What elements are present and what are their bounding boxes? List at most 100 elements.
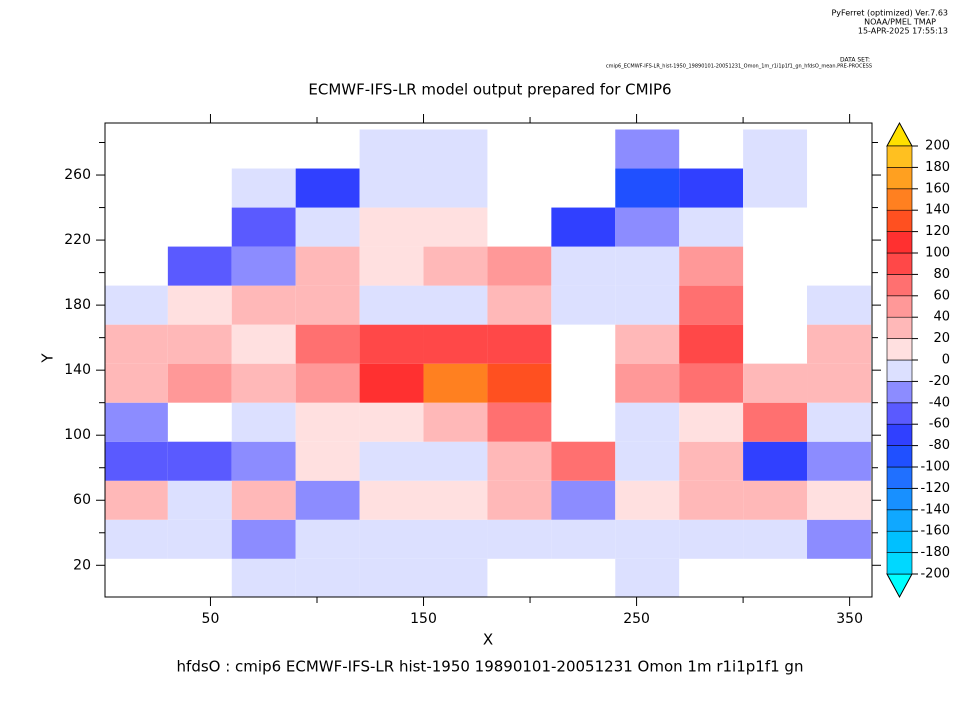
heat-cell — [423, 129, 488, 169]
heat-cell — [231, 168, 296, 208]
heat-cell — [679, 480, 744, 520]
colorbar-label: -140 — [920, 502, 950, 517]
heat-cell — [167, 324, 232, 364]
heat-cell — [807, 285, 871, 325]
heat-cell — [359, 363, 424, 403]
chart-title: ECMWF-IFS-LR model output prepared for C… — [308, 81, 671, 99]
heat-cell — [679, 207, 744, 247]
heat-cell — [615, 207, 680, 247]
colorbar-box — [886, 445, 913, 468]
heat-cell — [359, 441, 424, 481]
colorbar-box — [886, 552, 913, 575]
colorbar-label: 200 — [925, 139, 950, 154]
heat-cell — [359, 129, 424, 169]
heat-cell — [679, 168, 744, 208]
colorbar-triangle — [886, 573, 913, 599]
heat-cell — [295, 519, 360, 559]
colorbar-box — [886, 167, 913, 190]
heat-cell — [359, 519, 424, 559]
colorbar-label: -180 — [920, 545, 950, 560]
heat-cell — [487, 441, 552, 481]
heat-cell — [105, 402, 168, 442]
heat-cell — [551, 285, 616, 325]
heat-cell — [807, 324, 871, 364]
colorbar-label: -100 — [920, 460, 950, 475]
colorbar-box — [886, 295, 913, 318]
colorbar-box — [886, 338, 913, 361]
heat-cell — [743, 363, 808, 403]
heat-cell — [679, 285, 744, 325]
heat-cell — [615, 246, 680, 286]
heat-cell — [231, 324, 296, 364]
heat-cell — [423, 519, 488, 559]
heat-cell — [295, 480, 360, 520]
heat-cell — [487, 363, 552, 403]
heat-cell — [679, 402, 744, 442]
heat-cell — [231, 246, 296, 286]
heat-cell — [423, 207, 488, 247]
heat-cell — [295, 558, 360, 597]
colorbar-label: 160 — [925, 181, 950, 196]
heat-cell — [487, 519, 552, 559]
heat-cell — [615, 441, 680, 481]
heat-cell — [615, 480, 680, 520]
heat-cell — [167, 246, 232, 286]
heat-cell — [615, 129, 680, 169]
heat-cell — [743, 480, 808, 520]
colorbar-triangle — [886, 121, 913, 147]
colorbar-label: -120 — [920, 481, 950, 496]
timestamp: 15-APR-2025 17:55:13 — [858, 27, 948, 36]
colorbar-label: 140 — [925, 203, 950, 218]
x-axis-label: X — [483, 631, 493, 649]
y-tick-label: 180 — [64, 297, 91, 313]
heat-cell — [359, 480, 424, 520]
colorbar-box — [886, 402, 913, 425]
y-tick-label: 100 — [64, 427, 91, 443]
colorbar-label: 180 — [925, 160, 950, 175]
y-tick-label: 260 — [64, 167, 91, 183]
heat-cell — [295, 363, 360, 403]
colorbar-box — [886, 509, 913, 532]
heat-cell — [231, 441, 296, 481]
heat-cell — [679, 363, 744, 403]
colorbar-label: 20 — [933, 331, 950, 346]
x-tick-label: 50 — [202, 611, 220, 627]
heat-cell — [359, 558, 424, 597]
dataset: cmip6_ECMWF-IFS-LR_hist-1950_19890101-20… — [606, 64, 872, 70]
heat-cell — [807, 480, 871, 520]
heat-cell — [423, 558, 488, 597]
y-tick-label: 20 — [73, 557, 91, 573]
x-tick-label: 150 — [410, 611, 437, 627]
colorbar-box — [886, 274, 913, 297]
heat-cell — [105, 441, 168, 481]
heat-cell — [615, 519, 680, 559]
heat-cell — [231, 285, 296, 325]
heat-cell — [359, 207, 424, 247]
footer: hfdsO : cmip6 ECMWF-IFS-LR hist-1950 198… — [177, 658, 804, 676]
heat-cell — [359, 168, 424, 208]
heat-cell — [295, 324, 360, 364]
colorbar-label: -80 — [929, 438, 950, 453]
colorbar-box — [886, 488, 913, 511]
heat-cell — [423, 246, 488, 286]
colorbar-box — [886, 359, 913, 382]
heat-cell — [551, 207, 616, 247]
heat-cell — [743, 129, 808, 169]
dataset-label: DATA SET: — [840, 57, 870, 64]
colorbar-box — [886, 209, 913, 232]
heat-cell — [167, 480, 232, 520]
heat-cell — [743, 519, 808, 559]
heat-cell — [167, 363, 232, 403]
y-tick-label: 140 — [64, 362, 91, 378]
heat-cell — [423, 168, 488, 208]
colorbar-box — [886, 188, 913, 211]
heat-cell — [105, 519, 168, 559]
heat-cell — [105, 480, 168, 520]
heat-cell — [231, 207, 296, 247]
colorbar-box — [886, 145, 913, 168]
heat-cell — [615, 324, 680, 364]
heat-cell — [807, 402, 871, 442]
software: PyFerret (optimized) Ver.7.63 — [831, 9, 948, 18]
